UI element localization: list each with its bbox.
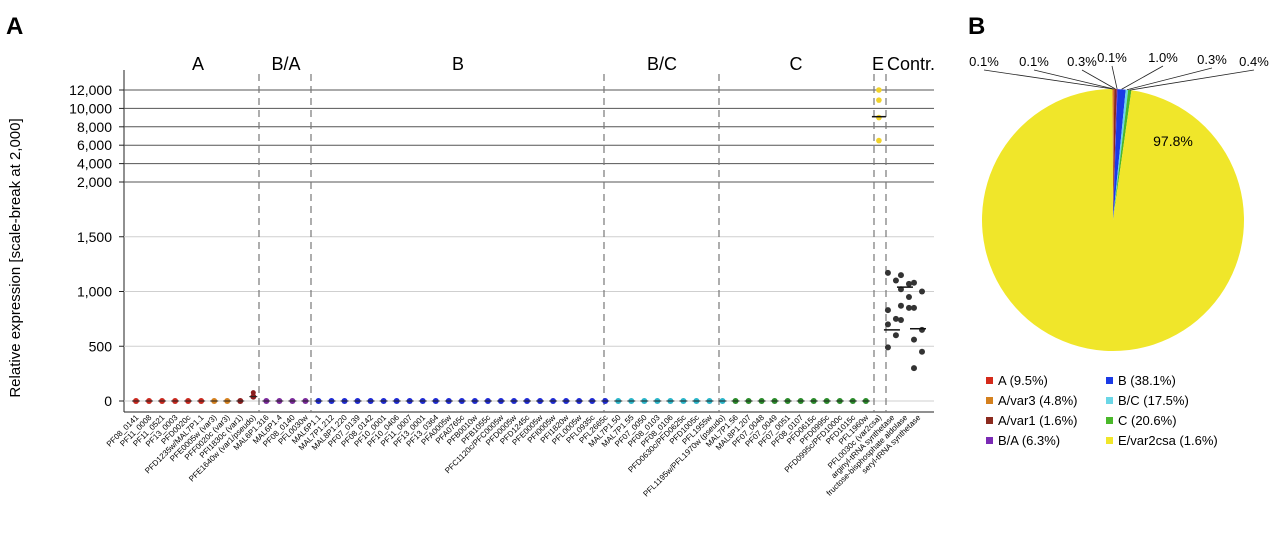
pie-slice — [1112, 89, 1114, 221]
data-point — [884, 321, 891, 328]
group-dividers: A B/A B B/C C E Contr. — [192, 54, 935, 412]
pie-legend: A (9.5%) B (38.1%) A/var3 (4.8%) B/C (17.5%… — [986, 373, 1218, 448]
slice-label: 0.1% — [1097, 50, 1127, 65]
leader-line — [1111, 65, 1118, 90]
y-ticks: 0 500 1,000 1,500 2,000 4,000 6,000 8,000 10,000… — [69, 82, 124, 409]
pie-slice — [1113, 89, 1132, 221]
legend-swatch — [986, 417, 993, 424]
data-point — [876, 114, 882, 121]
y-tick-label: 4,000 — [77, 156, 112, 172]
data-point — [905, 304, 912, 311]
legend-label: A/var3 (4.8%) — [998, 393, 1077, 408]
panel-b-letter: B — [968, 13, 985, 40]
legend-label: B (38.1%) — [1118, 373, 1176, 388]
y-axis-label: Relative expression [scale-break at 2,00… — [7, 118, 24, 397]
pie-slice — [1113, 89, 1118, 221]
slice-label: 0.1% — [969, 54, 999, 69]
pie-slice — [1113, 89, 1115, 221]
y-tick-label: 10,000 — [69, 100, 112, 116]
slice-label: 0.3% — [1067, 54, 1097, 69]
data-point — [876, 137, 882, 144]
leader-line — [983, 69, 1114, 90]
pie-slice — [1113, 89, 1126, 220]
data-points — [132, 87, 926, 404]
group-label: B — [452, 54, 464, 74]
pie-slice — [981, 89, 1244, 352]
legend-label: E/var2csa (1.6%) — [1118, 433, 1218, 448]
slice-label: 0.3% — [1197, 52, 1227, 67]
data-point — [884, 344, 891, 351]
data-point — [892, 332, 899, 339]
leader-line — [1081, 69, 1116, 90]
data-point — [911, 365, 917, 372]
data-point — [911, 279, 917, 286]
data-point — [892, 277, 899, 284]
group-label: B/A — [271, 54, 300, 74]
leader-line — [1121, 65, 1164, 90]
y-tick-label: 8,000 — [77, 119, 112, 135]
legend-label: B/A (6.3%) — [998, 433, 1060, 448]
legend-swatch — [1106, 417, 1113, 424]
group-label: A — [192, 54, 204, 74]
data-point — [919, 348, 925, 355]
leader-line — [1129, 69, 1255, 91]
legend-swatch — [986, 377, 993, 384]
group-label: B/C — [647, 54, 677, 74]
y-tick-label: 500 — [89, 338, 113, 354]
y-tick-label: 6,000 — [77, 137, 112, 153]
data-point — [905, 280, 912, 287]
data-point — [897, 302, 904, 309]
data-point — [250, 390, 256, 396]
data-point — [876, 97, 882, 103]
data-point — [905, 293, 912, 300]
data-point — [884, 307, 891, 314]
data-point — [897, 272, 904, 279]
data-point — [919, 326, 925, 333]
y-tick-label: 12,000 — [69, 82, 112, 98]
pie-slice — [1113, 89, 1129, 221]
data-point — [876, 87, 882, 93]
y-tick-label: 1,500 — [77, 229, 112, 245]
data-point — [884, 269, 891, 276]
legend-swatch — [1106, 377, 1113, 384]
leader-line — [1033, 69, 1114, 90]
legend-label: A/var1 (1.6%) — [998, 413, 1077, 428]
data-point — [897, 316, 904, 323]
group-label: Contr. — [887, 54, 935, 74]
group-label: E — [872, 54, 884, 74]
legend-label: A (9.5%) — [998, 373, 1048, 388]
gridlines — [123, 70, 934, 413]
slice-label-main: 97.8% — [1153, 133, 1193, 149]
legend-swatch — [986, 437, 993, 444]
pie-slice — [1113, 89, 1117, 221]
legend-label: B/C (17.5%) — [1118, 393, 1189, 408]
data-point — [911, 336, 917, 343]
leader-line — [1126, 67, 1213, 91]
y-tick-label: 1,000 — [77, 284, 112, 300]
x-tick-labels: PF08_0141PF11_0008PF11_0521PF13_0003PFD0… — [105, 413, 923, 499]
legend-swatch — [986, 397, 993, 404]
panel-a-letter: A — [6, 13, 23, 40]
group-label: C — [790, 54, 803, 74]
data-point — [892, 315, 899, 322]
legend-label: C (20.6%) — [1118, 413, 1177, 428]
y-tick-label: 2,000 — [77, 174, 112, 190]
y-tick-label: 0 — [104, 393, 112, 409]
slice-label: 0.1% — [1019, 54, 1049, 69]
pie-chart: 0.1% 0.1% 0.3% 0.1% 1.0% 0.3% 0.4%97.8% — [969, 50, 1269, 352]
legend-swatch — [1106, 397, 1113, 404]
slice-label: 1.0% — [1148, 50, 1178, 65]
data-point — [911, 304, 917, 311]
data-point — [919, 288, 925, 295]
legend-swatch — [1106, 437, 1113, 444]
slice-label: 0.4% — [1239, 54, 1269, 69]
